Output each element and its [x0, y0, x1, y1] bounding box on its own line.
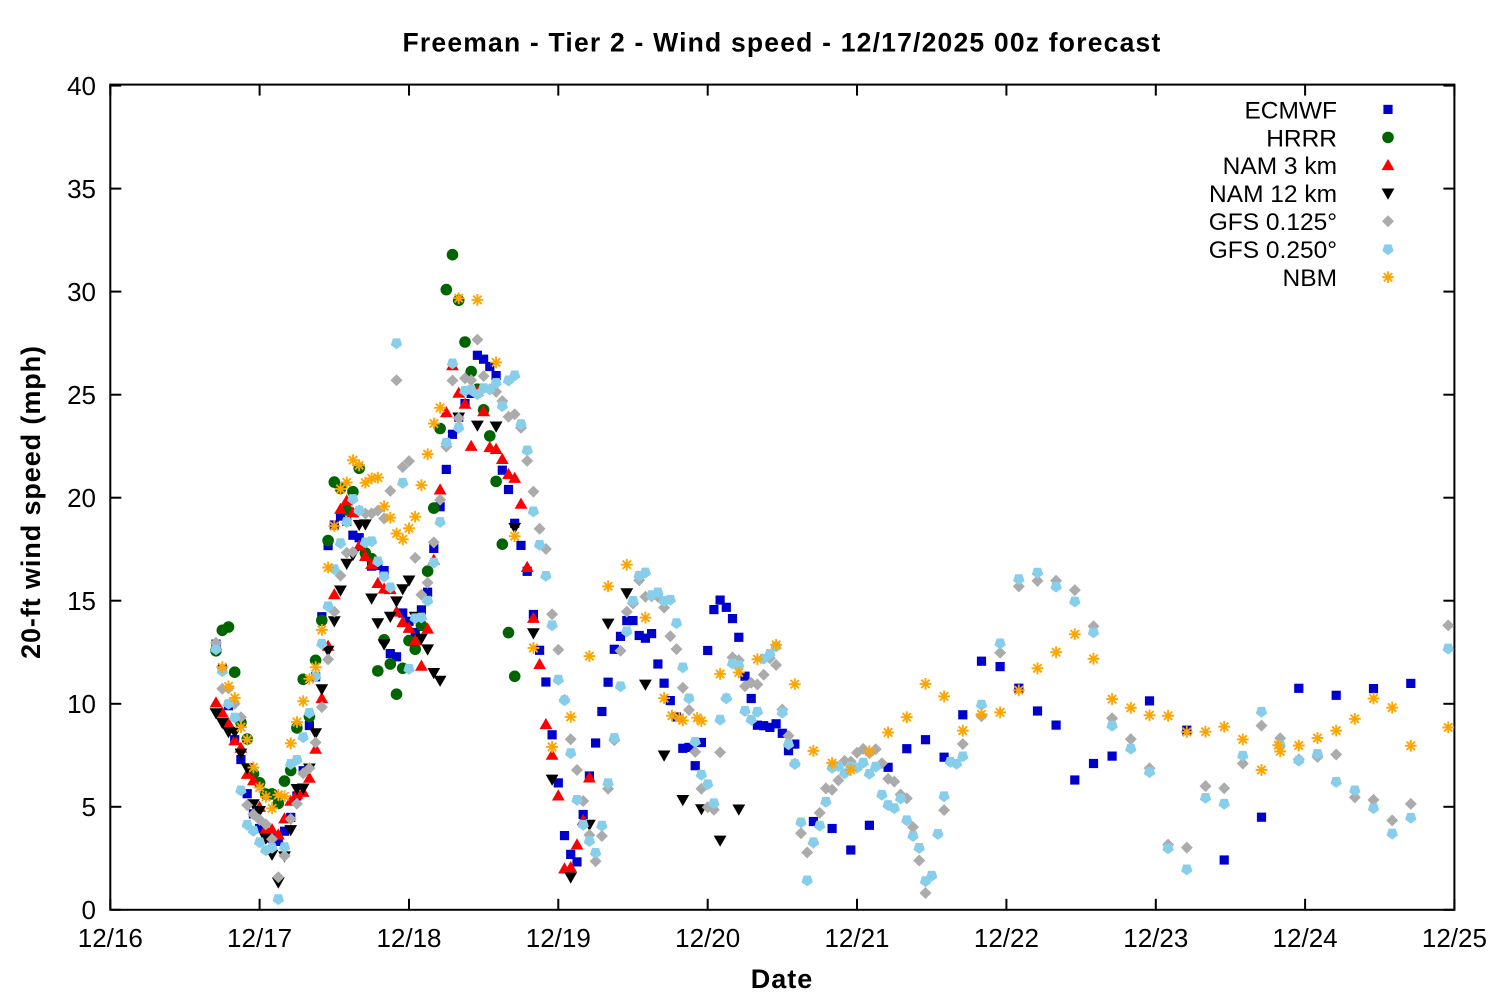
svg-text:12/23: 12/23 [1123, 923, 1188, 953]
svg-text:12/16: 12/16 [78, 923, 143, 953]
svg-text:30: 30 [67, 277, 96, 307]
svg-text:0: 0 [82, 895, 96, 925]
svg-text:HRRR: HRRR [1266, 125, 1337, 152]
svg-text:ECMWF: ECMWF [1244, 97, 1337, 124]
svg-text:12/17: 12/17 [227, 923, 292, 953]
svg-text:10: 10 [67, 689, 96, 719]
svg-text:12/20: 12/20 [675, 923, 740, 953]
svg-text:12/24: 12/24 [1273, 923, 1338, 953]
svg-text:40: 40 [67, 71, 96, 101]
svg-text:5: 5 [82, 792, 96, 822]
svg-text:Freeman - Tier 2 - Wind speed: Freeman - Tier 2 - Wind speed - 12/17/20… [403, 28, 1162, 58]
svg-text:Date: Date [751, 964, 814, 994]
svg-text:20-ft wind speed (mph): 20-ft wind speed (mph) [16, 345, 46, 659]
svg-text:NBM: NBM [1283, 265, 1337, 292]
svg-text:15: 15 [67, 586, 96, 616]
svg-text:GFS 0.125°: GFS 0.125° [1209, 209, 1337, 236]
svg-text:12/19: 12/19 [526, 923, 591, 953]
svg-text:12/25: 12/25 [1422, 923, 1487, 953]
svg-text:25: 25 [67, 380, 96, 410]
svg-text:NAM 3 km: NAM 3 km [1223, 153, 1337, 180]
svg-text:12/21: 12/21 [824, 923, 889, 953]
svg-text:20: 20 [67, 483, 96, 513]
svg-text:35: 35 [67, 174, 96, 204]
svg-text:12/22: 12/22 [974, 923, 1039, 953]
svg-text:12/18: 12/18 [376, 923, 441, 953]
svg-text:NAM 12 km: NAM 12 km [1209, 181, 1337, 208]
svg-text:GFS 0.250°: GFS 0.250° [1209, 237, 1337, 264]
